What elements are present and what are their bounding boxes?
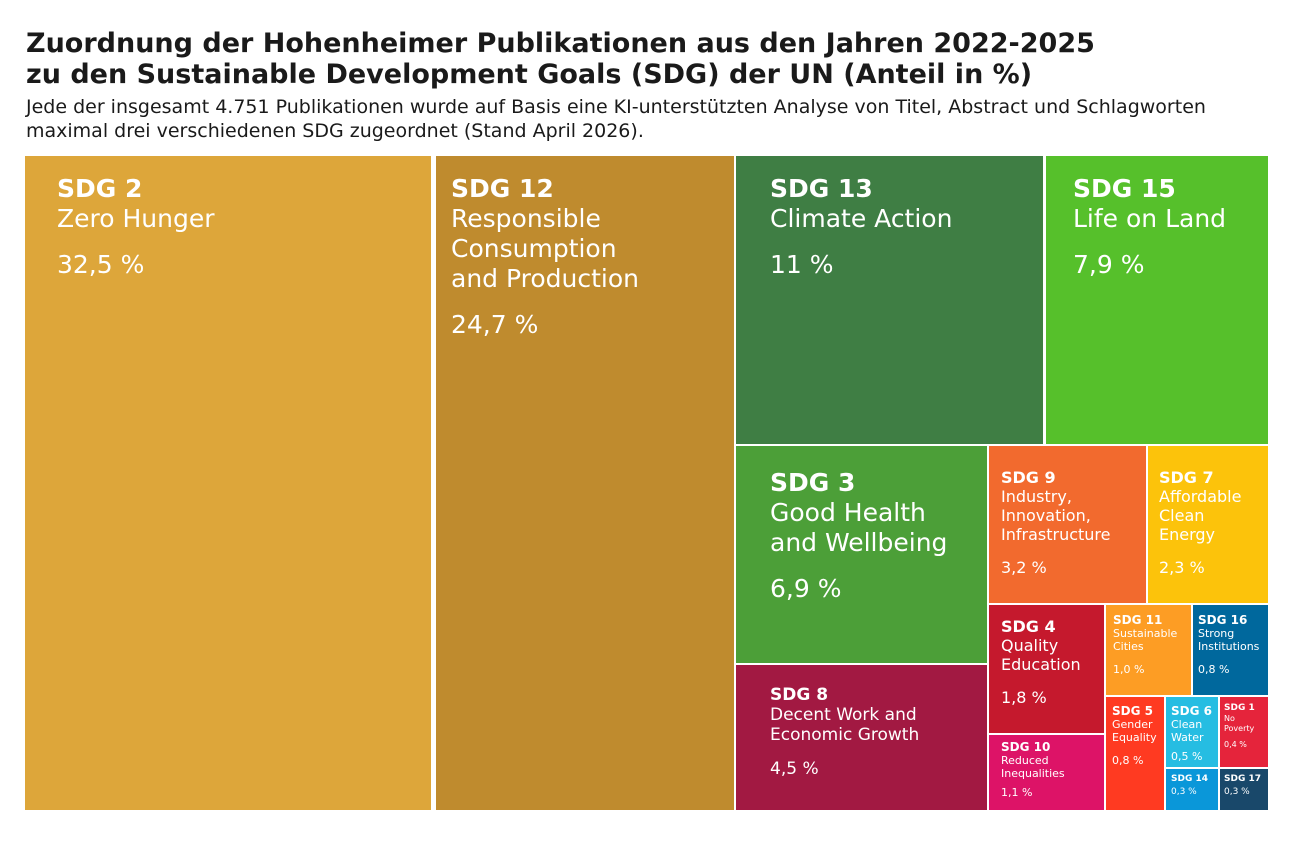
treemap-tile-sdg-13: SDG 13 Climate Action 11 %: [736, 156, 1043, 444]
tile-code: SDG 17: [1224, 774, 1261, 784]
treemap-tile-sdg-10: SDG 10 Reduced Inequalities 1,1 %: [989, 735, 1104, 810]
tile-code: SDG 3: [770, 468, 856, 497]
tile-value-label: 4,5 %: [770, 759, 819, 779]
tile-code: SDG 1: [1224, 703, 1255, 713]
tile-code: SDG 16: [1198, 613, 1248, 627]
tile-code: SDG 2: [57, 174, 143, 203]
tile-value-label: 0,5 %: [1171, 750, 1203, 763]
tile-value-label: 11 %: [770, 250, 834, 279]
tile-code: SDG 15: [1073, 174, 1176, 203]
chart-subtitle: Jede der insgesamt 4.751 Publikationen w…: [26, 96, 1206, 142]
treemap-tile-sdg-1: SDG 1 No Poverty 0,4 %: [1220, 697, 1268, 767]
tile-name: Zero Hunger: [57, 204, 215, 233]
tile-code: SDG 11: [1113, 613, 1163, 627]
treemap-tile-sdg-2: SDG 2 Zero Hunger 32,5 %: [25, 156, 431, 810]
tile-value-label: 0,3 %: [1171, 787, 1197, 797]
tile-name: No Poverty: [1224, 714, 1255, 733]
tile-value-label: 24,7 %: [451, 310, 539, 339]
chart-title: Zuordnung der Hohenheimer Publikationen …: [26, 28, 1095, 90]
tile-name: Gender Equality: [1112, 718, 1157, 744]
tile-name: Good Health and Wellbeing: [770, 498, 948, 557]
tile-value-label: 32,5 %: [57, 250, 145, 279]
tile-code: SDG 8: [770, 685, 829, 705]
treemap-tile-sdg-12: SDG 12 Responsible Consumption and Produc…: [436, 156, 734, 810]
treemap-tile-sdg-7: SDG 7 Affordable Clean Energy 2,3 %: [1148, 446, 1268, 603]
treemap-tile-sdg-11: SDG 11 Sustainable Cities 1,0 %: [1106, 605, 1191, 695]
treemap-tile-sdg-15: SDG 15 Life on Land 7,9 %: [1046, 156, 1268, 444]
tile-code: SDG 9: [1001, 468, 1056, 487]
treemap: SDG 2 Zero Hunger 32,5 % SDG 12 Responsible …: [25, 156, 1268, 810]
tile-value-label: 2,3 %: [1159, 558, 1205, 577]
tile-value-label: 1,0 %: [1113, 663, 1145, 676]
treemap-tile-sdg-9: SDG 9 Industry, Innovation, Infrastructur…: [989, 446, 1146, 603]
treemap-tile-sdg-17: SDG 17 0,3 %: [1220, 769, 1268, 810]
tile-value-label: 0,8 %: [1198, 663, 1230, 676]
treemap-tile-sdg-6: SDG 6 Clean Water 0,5 %: [1166, 697, 1218, 767]
tile-code: SDG 4: [1001, 617, 1056, 636]
tile-name: Industry, Innovation, Infrastructure: [1001, 487, 1111, 544]
tile-name: Decent Work and Economic Growth: [770, 705, 920, 745]
tile-code: SDG 5: [1112, 704, 1153, 718]
treemap-tile-sdg-4: SDG 4 Quality Education 1,8 %: [989, 605, 1104, 733]
tile-code: SDG 10: [1001, 740, 1051, 754]
tile-name: Quality Education: [1001, 636, 1081, 674]
tile-value-label: 0,8 %: [1112, 754, 1144, 767]
tile-code: SDG 14: [1171, 774, 1208, 784]
treemap-tile-sdg-5: SDG 5 Gender Equality 0,8 %: [1106, 697, 1164, 810]
tile-name: Responsible Consumption and Production: [451, 204, 639, 293]
tile-value-label: 7,9 %: [1073, 250, 1145, 279]
treemap-tile-sdg-16: SDG 16 Strong Institutions 0,8 %: [1193, 605, 1268, 695]
tile-name: Life on Land: [1073, 204, 1227, 233]
treemap-tile-sdg-8: SDG 8 Decent Work and Economic Growth 4,5 …: [736, 665, 987, 810]
tile-name: Affordable Clean Energy: [1159, 487, 1242, 544]
tile-name: Reduced Inequalities: [1001, 754, 1065, 780]
tile-value-label: 0,3 %: [1224, 787, 1250, 797]
treemap-tile-sdg-3: SDG 3 Good Health and Wellbeing 6,9 %: [736, 446, 987, 663]
tile-code: SDG 13: [770, 174, 873, 203]
tile-name: Strong Institutions: [1198, 627, 1260, 653]
tile-value-label: 6,9 %: [770, 574, 842, 603]
treemap-tile-sdg-14: SDG 14 0,3 %: [1166, 769, 1218, 810]
tile-value-label: 3,2 %: [1001, 558, 1047, 577]
tile-name: Clean Water: [1171, 718, 1204, 744]
tile-code: SDG 7: [1159, 468, 1214, 487]
tile-code: SDG 6: [1171, 704, 1212, 718]
tile-value-label: 0,4 %: [1224, 740, 1247, 749]
tile-value-label: 1,1 %: [1001, 786, 1033, 799]
tile-name: Climate Action: [770, 204, 953, 233]
tile-value-label: 1,8 %: [1001, 688, 1047, 707]
tile-code: SDG 12: [451, 174, 554, 203]
tile-name: Sustainable Cities: [1113, 627, 1178, 653]
